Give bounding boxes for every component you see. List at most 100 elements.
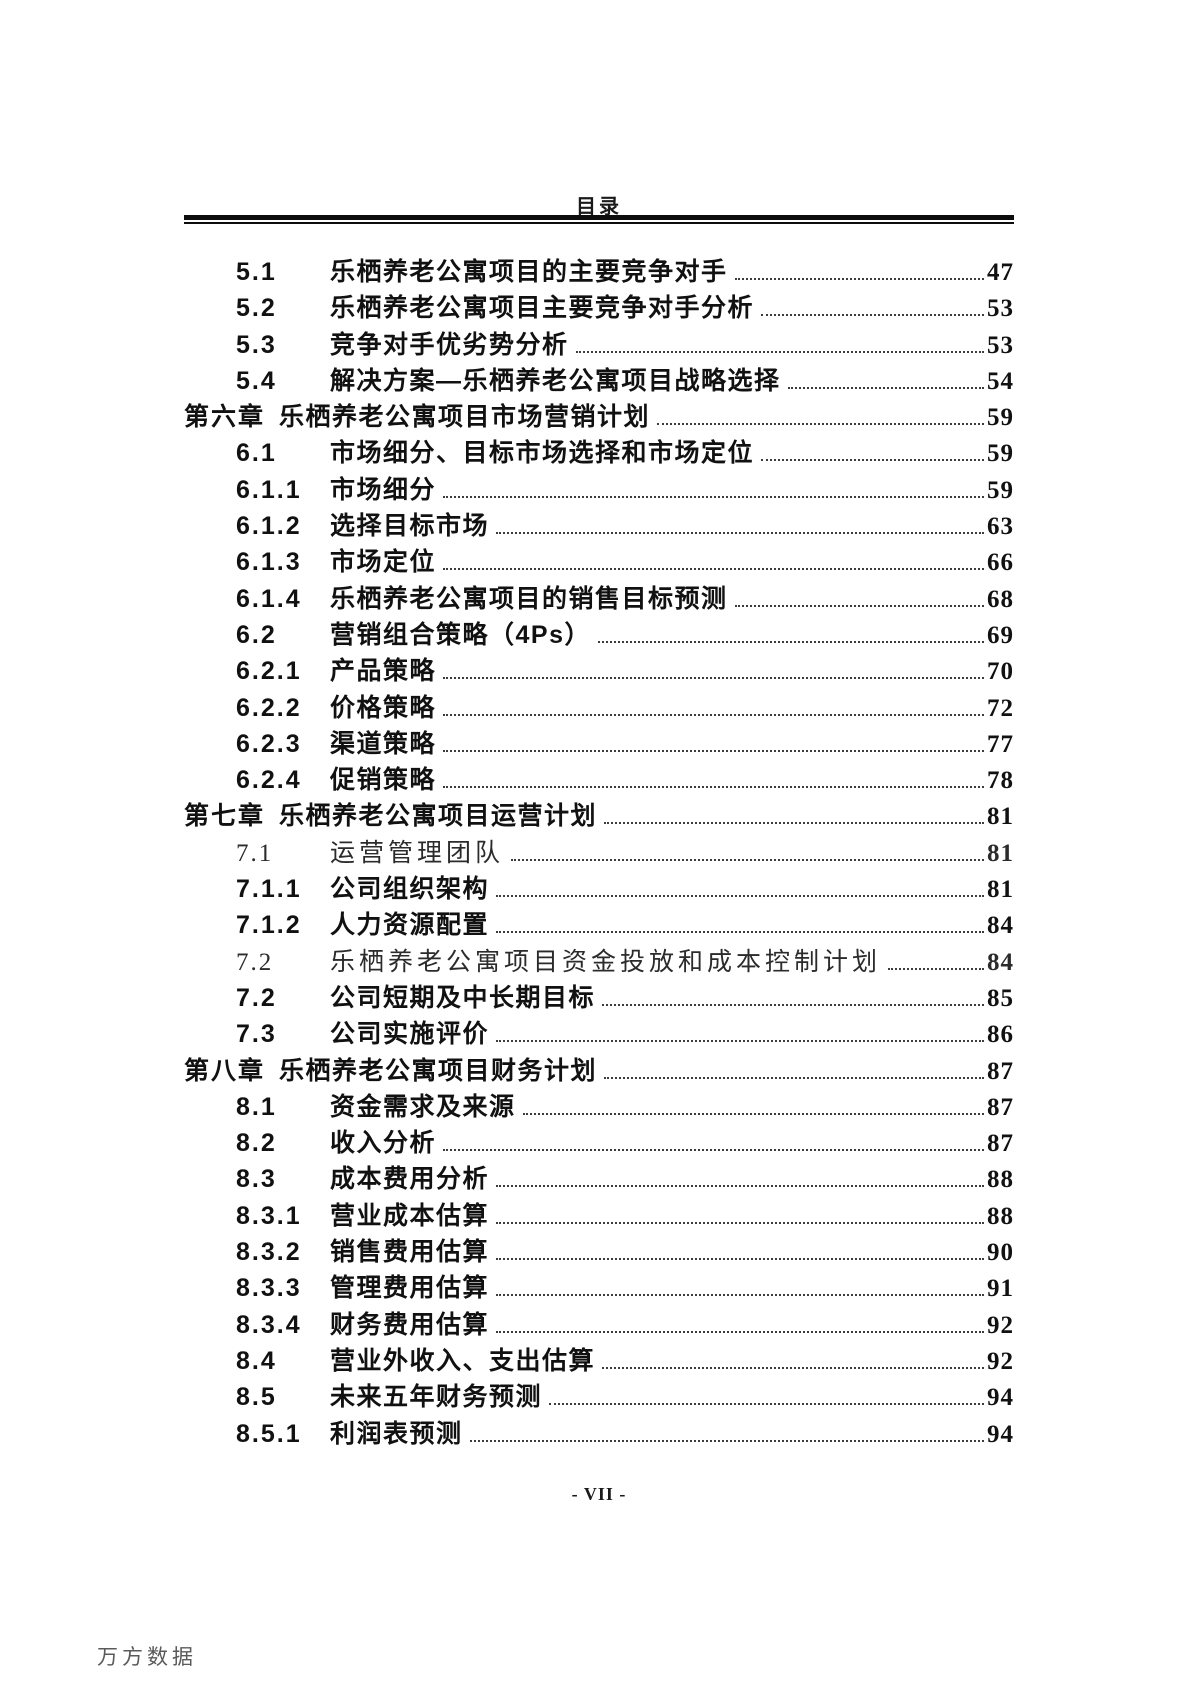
toc-entry: 8.3.1 营业成本估算 88 — [184, 1196, 1014, 1232]
toc-entry-number: 8.3.4 — [236, 1310, 302, 1339]
toc-entry-title: 成本费用分析 — [330, 1165, 490, 1194]
toc-entry-number: 6.2 — [236, 620, 277, 649]
toc-entry: 8.3.4 财务费用估算 92 — [184, 1305, 1014, 1341]
toc-entry-number: 第七章 — [184, 802, 266, 831]
toc-entry: 7.2 公司短期及中长期目标 85 — [184, 978, 1014, 1014]
toc-entry: 6.1.4 乐栖养老公寓项目的销售目标预测 68 — [184, 579, 1014, 615]
toc-entry: 5.1 乐栖养老公寓项目的主要竞争对手 47 — [184, 252, 1014, 288]
toc-entry-page: 92 — [987, 1311, 1014, 1339]
toc-entry-number: 6.1.1 — [236, 475, 302, 504]
toc-entry-number: 第八章 — [184, 1056, 266, 1085]
toc-entry-number: 7.2 — [236, 983, 277, 1012]
toc-entry: 第八章 乐栖养老公寓项目财务计划 87 — [184, 1051, 1014, 1087]
toc-entry-title: 乐栖养老公寓项目主要竞争对手分析 — [330, 294, 755, 323]
toc-entry-number: 8.3.3 — [236, 1274, 302, 1303]
toc-entry-page: 84 — [987, 948, 1014, 976]
toc-entry-number: 8.3.1 — [236, 1201, 302, 1230]
toc-entry-page: 91 — [987, 1275, 1014, 1303]
toc-list: 5.1 乐栖养老公寓项目的主要竞争对手 47 5.2 乐栖养老公寓项目主要竞争对手分析 5… — [184, 252, 1014, 1450]
page-number-footer: - VII - — [571, 1484, 627, 1504]
toc-entry-number: 7.2 — [236, 948, 274, 976]
dot-leader — [469, 1439, 984, 1442]
dot-leader — [761, 459, 984, 462]
dot-leader — [734, 604, 984, 607]
toc-entry-title: 未来五年财务预测 — [330, 1383, 543, 1412]
toc-entry: 8.2 收入分析 87 — [184, 1123, 1014, 1159]
toc-entry-title: 资金需求及来源 — [330, 1092, 516, 1121]
toc-entry: 8.4 营业外收入、支出估算 92 — [184, 1341, 1014, 1377]
toc-entry-page: 63 — [987, 513, 1014, 541]
toc-entry-page: 84 — [987, 912, 1014, 940]
toc-entry-title: 营销组合策略（4Ps） — [330, 620, 591, 649]
toc-entry-number: 8.4 — [236, 1346, 277, 1375]
dot-leader — [761, 314, 984, 317]
toc-entry-page: 47 — [987, 259, 1014, 286]
toc-entry-page: 59 — [987, 404, 1014, 432]
dot-leader — [496, 1185, 984, 1188]
toc-entry-page: 68 — [987, 585, 1014, 613]
toc-heading: 目录 — [576, 196, 622, 218]
toc-entry-title: 乐栖养老公寓项目市场营销计划 — [279, 403, 651, 432]
toc-entry-title: 市场定位 — [330, 548, 437, 577]
toc-entry-number: 8.2 — [236, 1129, 277, 1158]
dot-leader — [496, 1330, 984, 1333]
dot-leader — [787, 386, 984, 389]
toc-entry-page: 94 — [987, 1420, 1014, 1448]
toc-entry-title: 利润表预测 — [330, 1419, 463, 1448]
toc-entry-page: 70 — [987, 658, 1014, 686]
toc-entry-title: 公司短期及中长期目标 — [330, 983, 596, 1012]
toc-entry-page: 78 — [987, 767, 1014, 795]
toc-entry-title: 乐栖养老公寓项目财务计划 — [279, 1056, 598, 1085]
dot-leader — [443, 568, 984, 571]
toc-entry-page: 77 — [987, 730, 1014, 758]
toc-entry-number: 8.5 — [236, 1383, 277, 1412]
toc-entry-page: 53 — [987, 295, 1014, 323]
toc-entry-title: 收入分析 — [330, 1129, 437, 1158]
toc-entry-number: 7.3 — [236, 1020, 277, 1049]
toc-entry-title: 公司实施评价 — [330, 1020, 490, 1049]
toc-entry-number: 6.1 — [236, 439, 277, 468]
toc-entry: 8.3.3 管理费用估算 91 — [184, 1268, 1014, 1304]
toc-entry-page: 88 — [987, 1166, 1014, 1194]
dot-leader — [443, 677, 984, 680]
toc-entry-number: 6.1.4 — [236, 584, 302, 613]
toc-entry-number: 6.2.4 — [236, 766, 302, 795]
toc-entry-page: 54 — [987, 367, 1014, 395]
toc-entry: 6.1.3 市场定位 66 — [184, 542, 1014, 578]
dot-leader — [496, 1040, 984, 1043]
toc-entry-page: 87 — [987, 1130, 1014, 1158]
toc-entry-number: 8.5.1 — [236, 1419, 302, 1448]
toc-entry-page: 87 — [987, 1093, 1014, 1121]
toc-entry-number: 5.2 — [236, 294, 277, 323]
toc-entry-title: 价格策略 — [330, 693, 437, 722]
toc-entry: 6.2.3 渠道策略 77 — [184, 724, 1014, 760]
header-double-rule — [184, 215, 1014, 224]
dot-leader — [604, 1076, 984, 1079]
toc-entry-page: 90 — [987, 1239, 1014, 1267]
dot-leader — [888, 967, 984, 970]
toc-entry-title: 管理费用估算 — [330, 1274, 490, 1303]
toc-entry-title: 乐栖养老公寓项目的主要竞争对手 — [330, 258, 728, 286]
dot-leader — [443, 786, 984, 789]
toc-entry: 8.3 成本费用分析 88 — [184, 1159, 1014, 1195]
toc-entry-title: 公司组织架构 — [330, 875, 490, 904]
dot-leader — [443, 1149, 984, 1152]
toc-entry-page: 81 — [987, 803, 1014, 831]
dot-leader — [597, 640, 984, 643]
toc-entry-number: 5.1 — [236, 258, 277, 286]
toc-entry: 8.5 未来五年财务预测 94 — [184, 1377, 1014, 1413]
toc-entry-number: 6.2.3 — [236, 729, 302, 758]
toc-entry-number: 7.1.2 — [236, 911, 302, 940]
toc-entry-page: 88 — [987, 1202, 1014, 1230]
toc-entry-title: 竞争对手优劣势分析 — [330, 330, 569, 359]
toc-entry: 6.1.1 市场细分 59 — [184, 470, 1014, 506]
toc-entry: 7.1.2 人力资源配置 84 — [184, 905, 1014, 941]
toc-entry-number: 6.2.2 — [236, 693, 302, 722]
dot-leader — [496, 532, 984, 535]
toc-entry: 5.2 乐栖养老公寓项目主要竞争对手分析 53 — [184, 288, 1014, 324]
toc-entry-title: 产品策略 — [330, 657, 437, 686]
dot-leader — [549, 1403, 984, 1406]
dot-leader — [604, 822, 984, 825]
toc-entry-title: 市场细分 — [330, 475, 437, 504]
toc-entry: 5.3 竞争对手优劣势分析 53 — [184, 325, 1014, 361]
